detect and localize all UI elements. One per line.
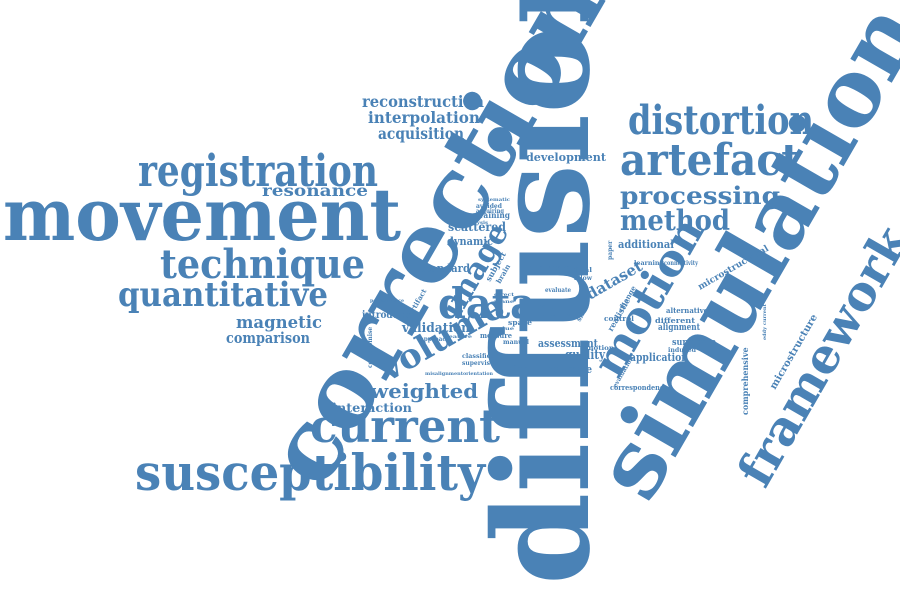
word: induced	[668, 347, 697, 354]
word: misalignment	[425, 371, 464, 377]
word: surrogate	[672, 338, 716, 348]
word: additional	[618, 238, 674, 251]
word: motion	[586, 345, 615, 352]
word: space	[508, 318, 533, 327]
word: performance	[370, 298, 404, 304]
word: paper	[607, 240, 614, 260]
word: standard	[420, 262, 470, 275]
word: interaction	[332, 401, 412, 415]
word: direct	[494, 292, 515, 298]
word: connectivity	[664, 260, 698, 267]
word: data	[438, 279, 536, 328]
word: alternative	[666, 306, 709, 315]
word: correspondence	[610, 383, 668, 392]
word: processing	[620, 181, 780, 210]
word: compromise	[367, 327, 374, 368]
word: artefact	[620, 135, 801, 186]
word: application	[630, 351, 688, 364]
word: value	[493, 326, 514, 332]
word: feature	[446, 334, 472, 340]
word: training	[476, 210, 510, 220]
word: eddy current	[762, 303, 768, 340]
word: classifier	[462, 353, 495, 360]
word: validation	[401, 321, 470, 336]
word: learning	[634, 260, 665, 267]
word: impact	[508, 363, 530, 370]
word: control	[604, 314, 634, 323]
word: tensor	[530, 262, 580, 277]
word: assessment	[538, 337, 599, 350]
word: quantitative	[118, 275, 328, 315]
word: interpolation	[368, 108, 480, 127]
word: acquisition	[378, 124, 464, 143]
word: weighted	[369, 379, 478, 403]
word: scattered	[448, 220, 507, 234]
word: resonance	[262, 181, 368, 200]
word: comparison	[226, 329, 310, 347]
word: plane	[494, 299, 514, 305]
word: susceptibility	[135, 443, 487, 502]
word: avoided	[476, 203, 503, 210]
word: field	[538, 302, 574, 320]
word: diffusion	[465, 0, 620, 585]
word: method	[620, 204, 730, 237]
word: development	[526, 151, 607, 164]
word: systematic	[478, 197, 510, 203]
word: analysis	[464, 220, 488, 226]
word: current	[310, 399, 501, 453]
word: quality	[565, 348, 605, 363]
word: orientation	[463, 371, 493, 377]
word: alignment	[658, 323, 701, 333]
word: magnetic	[236, 313, 322, 333]
word: introduce	[362, 310, 410, 321]
word: reconstruction	[362, 92, 484, 111]
word: dynamic	[447, 235, 493, 248]
word: movement	[3, 172, 401, 257]
word: registration	[138, 146, 378, 197]
word: acquiring	[476, 208, 505, 215]
word: evaluate	[545, 287, 571, 294]
word: final	[574, 267, 593, 274]
word: different	[655, 316, 696, 325]
word: comprehensive	[740, 347, 750, 415]
word: manual	[503, 339, 530, 346]
word: estimate	[548, 363, 592, 376]
word: supervised	[462, 360, 499, 367]
word: measure	[480, 331, 513, 340]
word: technique	[160, 241, 365, 288]
word: distortion	[628, 97, 814, 144]
word: allow	[574, 275, 593, 282]
word: approach	[420, 336, 451, 343]
